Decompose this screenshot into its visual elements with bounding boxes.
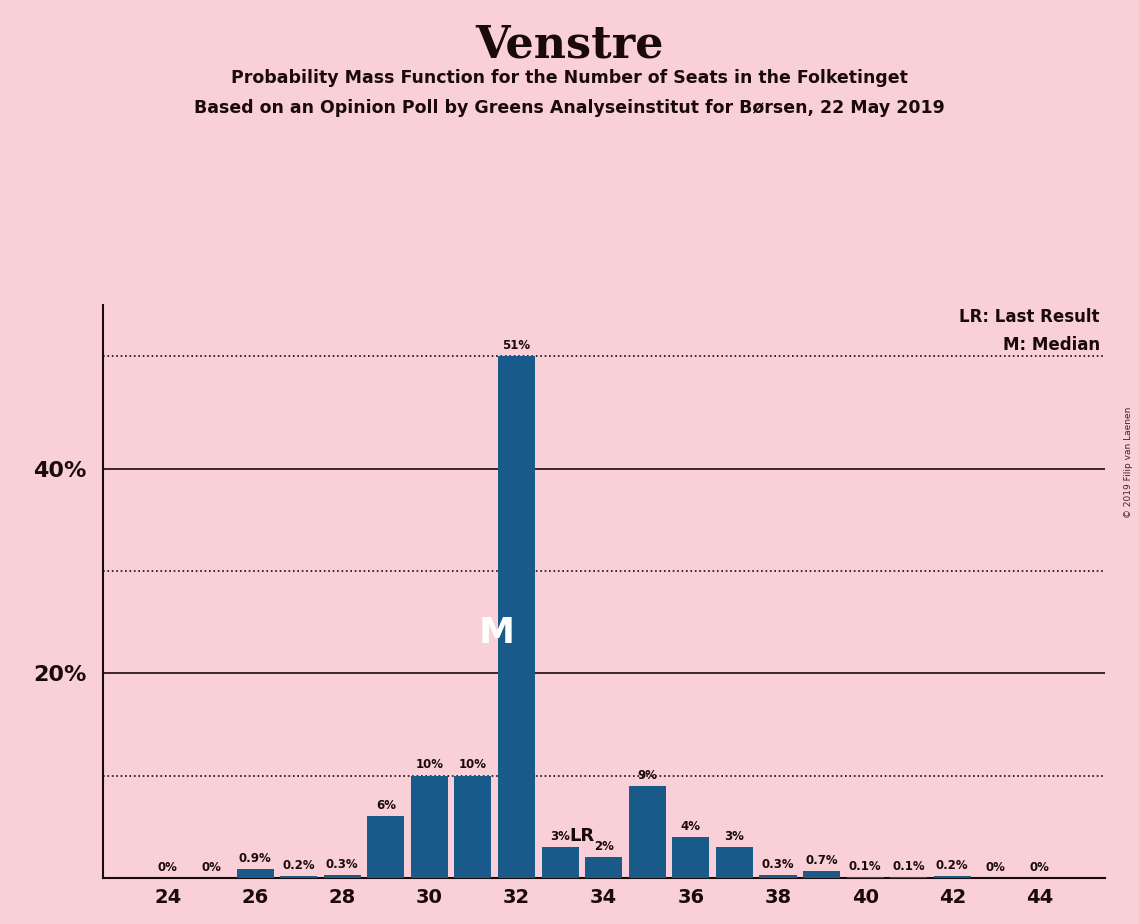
Bar — [237, 869, 273, 878]
Text: M: M — [478, 615, 515, 650]
Bar — [934, 876, 970, 878]
Text: 0.2%: 0.2% — [936, 858, 968, 871]
Text: 0%: 0% — [986, 861, 1006, 874]
Bar — [716, 847, 753, 878]
Text: 0%: 0% — [202, 861, 221, 874]
Bar — [760, 875, 796, 878]
Text: 6%: 6% — [376, 799, 395, 812]
Text: 0.2%: 0.2% — [282, 858, 314, 871]
Bar — [629, 785, 666, 878]
Text: Venstre: Venstre — [475, 23, 664, 67]
Bar — [498, 356, 535, 878]
Bar — [672, 837, 710, 878]
Bar — [891, 877, 927, 878]
Bar — [411, 775, 448, 878]
Text: Based on an Opinion Poll by Greens Analyseinstitut for Børsen, 22 May 2019: Based on an Opinion Poll by Greens Analy… — [194, 99, 945, 116]
Text: Probability Mass Function for the Number of Seats in the Folketinget: Probability Mass Function for the Number… — [231, 69, 908, 87]
Text: 0%: 0% — [158, 861, 178, 874]
Text: LR: LR — [570, 827, 595, 845]
Bar — [280, 876, 317, 878]
Bar — [454, 775, 491, 878]
Text: 0.3%: 0.3% — [326, 857, 359, 870]
Bar — [585, 857, 622, 878]
Text: 51%: 51% — [502, 339, 531, 352]
Text: 0%: 0% — [1030, 861, 1049, 874]
Text: 0.1%: 0.1% — [893, 859, 925, 872]
Bar — [803, 870, 841, 878]
Text: M: Median: M: Median — [1002, 336, 1100, 355]
Bar — [323, 875, 361, 878]
Bar — [367, 817, 404, 878]
Text: LR: Last Result: LR: Last Result — [959, 308, 1100, 326]
Text: 0.7%: 0.7% — [805, 854, 838, 867]
Text: 0.9%: 0.9% — [239, 852, 271, 865]
Bar — [541, 847, 579, 878]
Text: © 2019 Filip van Laenen: © 2019 Filip van Laenen — [1124, 407, 1133, 517]
Text: 3%: 3% — [550, 830, 570, 843]
Text: 2%: 2% — [593, 840, 614, 853]
Text: 10%: 10% — [459, 759, 487, 772]
Text: 4%: 4% — [681, 820, 700, 833]
Text: 9%: 9% — [637, 769, 657, 782]
Text: 3%: 3% — [724, 830, 745, 843]
Text: 0.3%: 0.3% — [762, 857, 794, 870]
Text: 10%: 10% — [416, 759, 443, 772]
Text: 0.1%: 0.1% — [849, 859, 882, 872]
Bar — [846, 877, 884, 878]
